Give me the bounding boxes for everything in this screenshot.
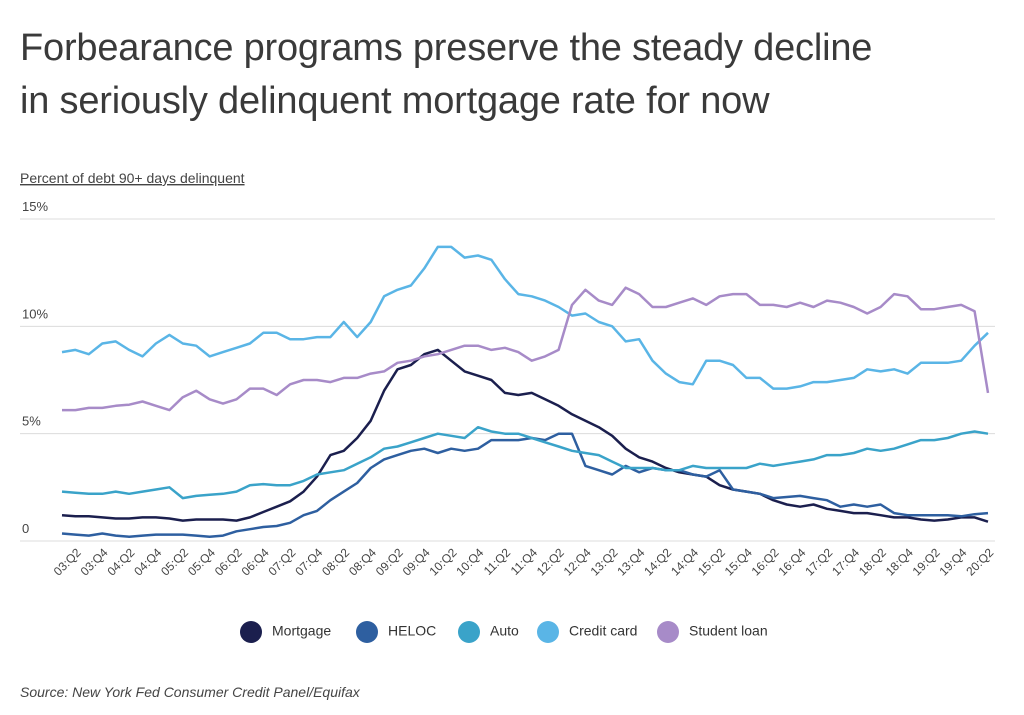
x-tick-label: 06:Q2 [212, 545, 245, 578]
x-tick-label: 04:Q4 [131, 545, 164, 578]
y-axis-label: Percent of debt 90+ days delinquent [20, 170, 245, 186]
legend-label: Credit card [569, 623, 637, 639]
line-series [61, 348, 989, 523]
x-tick-label: 17:Q2 [802, 545, 835, 578]
x-tick-label: 08:Q4 [346, 545, 379, 578]
legend-label: Auto [490, 623, 519, 639]
legend-swatch [356, 621, 378, 643]
x-tick-label: 05:Q2 [158, 545, 191, 578]
x-tick-label: 17:Q4 [829, 545, 862, 578]
x-tick-label: 03:Q4 [78, 545, 111, 578]
x-tick-label: 18:Q2 [856, 545, 889, 578]
x-tick-label: 07:Q4 [292, 545, 325, 578]
x-tick-label: 19:Q4 [936, 545, 969, 578]
legend-swatch [240, 621, 262, 643]
x-tick-label: 11:Q4 [508, 545, 541, 578]
x-tick-label: 16:Q4 [775, 545, 808, 578]
y-tick-label: 10% [22, 306, 48, 321]
line-series [61, 245, 989, 390]
x-tick-label: 06:Q4 [239, 545, 272, 578]
legend-label: Mortgage [272, 623, 331, 639]
x-tick-label: 09:Q4 [400, 545, 433, 578]
x-tick-label: 09:Q2 [373, 545, 406, 578]
line-series [61, 425, 989, 500]
line-series [62, 286, 990, 412]
y-tick-label: 5% [22, 414, 41, 429]
source: Source: New York Fed Consumer Credit Pan… [20, 684, 361, 700]
x-tick-label: 20:Q2 [963, 545, 996, 578]
x-tick-label: 18:Q4 [883, 545, 916, 578]
x-tick-label: 16:Q2 [749, 545, 782, 578]
y-tick-label: 0 [22, 521, 29, 536]
x-tick-label: 10:Q4 [453, 545, 486, 578]
x-tick-label: 08:Q2 [319, 545, 352, 578]
chart-title: Forbearance programs preserve the steady… [20, 27, 873, 122]
x-tick-label: 10:Q2 [427, 545, 460, 578]
x-tick-label: 15:Q4 [722, 545, 755, 578]
x-tick-label: 13:Q4 [614, 545, 647, 578]
x-tick-label: 04:Q2 [104, 545, 137, 578]
x-tick-label: 12:Q4 [561, 545, 594, 578]
x-tick-label: 13:Q2 [588, 545, 621, 578]
x-tick-label: 07:Q2 [265, 545, 298, 578]
legend-swatch [657, 621, 679, 643]
x-tick-label: 14:Q2 [641, 545, 674, 578]
x-tick-label: 11:Q2 [481, 545, 514, 578]
x-tick-label: 12:Q2 [534, 545, 567, 578]
line-series [61, 432, 989, 538]
legend-swatch [458, 621, 480, 643]
x-tick-label: 14:Q4 [668, 545, 701, 578]
legend-label: Student loan [689, 623, 768, 639]
legend-swatch [537, 621, 559, 643]
x-tick-label: 05:Q4 [185, 545, 218, 578]
x-tick-label: 19:Q2 [910, 545, 943, 578]
legend-label: HELOC [388, 623, 436, 639]
x-tick-label: 15:Q2 [695, 545, 728, 578]
x-tick-label: 03:Q2 [51, 545, 84, 578]
y-tick-label: 15% [22, 199, 48, 214]
